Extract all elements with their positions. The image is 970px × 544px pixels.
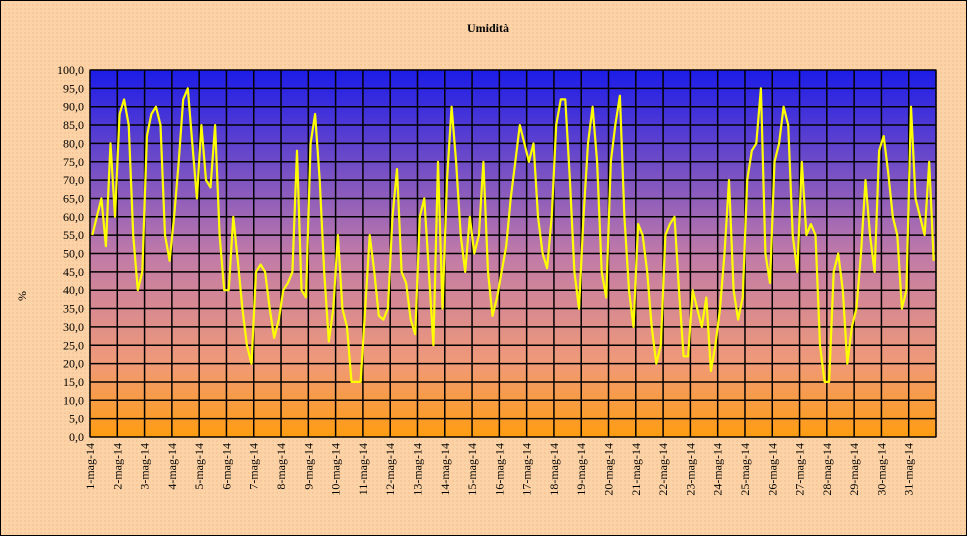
y-tick-label: 40,0	[63, 283, 84, 297]
x-tick-label: 31-mag-14	[902, 443, 916, 496]
x-tick-label: 26-mag-14	[765, 443, 779, 496]
x-tick-label: 3-mag-14	[138, 443, 152, 490]
x-tick-label: 27-mag-14	[793, 443, 807, 496]
y-tick-label: 50,0	[63, 247, 84, 261]
x-tick-label: 4-mag-14	[165, 443, 179, 490]
x-tick-label: 8-mag-14	[274, 443, 288, 490]
y-tick-label: 75,0	[63, 155, 84, 169]
y-tick-label: 5,0	[69, 412, 84, 426]
y-tick-label: 45,0	[63, 265, 84, 279]
y-tick-label: 65,0	[63, 191, 84, 205]
x-tick-label: 18-mag-14	[547, 443, 561, 496]
x-tick-label: 16-mag-14	[492, 443, 506, 496]
x-tick-label: 21-mag-14	[629, 443, 643, 496]
y-tick-label: 100,0	[57, 63, 84, 77]
y-tick-label: 95,0	[63, 81, 84, 95]
x-tick-label: 10-mag-14	[329, 443, 343, 496]
x-tick-label: 17-mag-14	[520, 443, 534, 496]
x-tick-label: 23-mag-14	[683, 443, 697, 496]
x-tick-label: 24-mag-14	[711, 443, 725, 496]
y-tick-label: 0,0	[69, 430, 84, 444]
x-tick-label: 2-mag-14	[110, 443, 124, 490]
x-tick-label: 25-mag-14	[738, 443, 752, 496]
x-tick-label: 1-mag-14	[83, 443, 97, 490]
y-tick-label: 55,0	[63, 228, 84, 242]
x-tick-label: 6-mag-14	[219, 443, 233, 490]
y-tick-label: 30,0	[63, 320, 84, 334]
x-tick-label: 28-mag-14	[820, 443, 834, 496]
x-tick-label: 5-mag-14	[192, 443, 206, 490]
y-tick-label: 20,0	[63, 357, 84, 371]
data-line	[91, 87, 935, 383]
y-tick-label: 35,0	[63, 302, 84, 316]
x-tick-label: 14-mag-14	[438, 443, 452, 496]
x-tick-label: 22-mag-14	[656, 443, 670, 496]
y-tick-label: 25,0	[63, 338, 84, 352]
x-tick-label: 29-mag-14	[847, 443, 861, 496]
x-tick-label: 11-mag-14	[356, 443, 370, 495]
y-tick-label: 90,0	[63, 100, 84, 114]
x-tick-label: 20-mag-14	[602, 443, 616, 496]
y-tick-label: 85,0	[63, 118, 84, 132]
x-tick-label: 12-mag-14	[383, 443, 397, 496]
x-tick-label: 15-mag-14	[465, 443, 479, 496]
plot-border	[89, 69, 937, 438]
x-tick-label: 13-mag-14	[410, 443, 424, 496]
y-tick-label: 80,0	[63, 136, 84, 150]
x-tick-label: 9-mag-14	[301, 443, 315, 490]
x-tick-label: 19-mag-14	[574, 443, 588, 496]
y-tick-label: 60,0	[63, 210, 84, 224]
y-tick-label: 10,0	[63, 393, 84, 407]
x-tick-label: 7-mag-14	[247, 443, 261, 490]
y-tick-label: 70,0	[63, 173, 84, 187]
y-tick-label: 15,0	[63, 375, 84, 389]
y-axis-label: %	[15, 291, 29, 301]
x-tick-label: 30-mag-14	[874, 443, 888, 496]
chart-title: Umidità	[467, 21, 509, 35]
